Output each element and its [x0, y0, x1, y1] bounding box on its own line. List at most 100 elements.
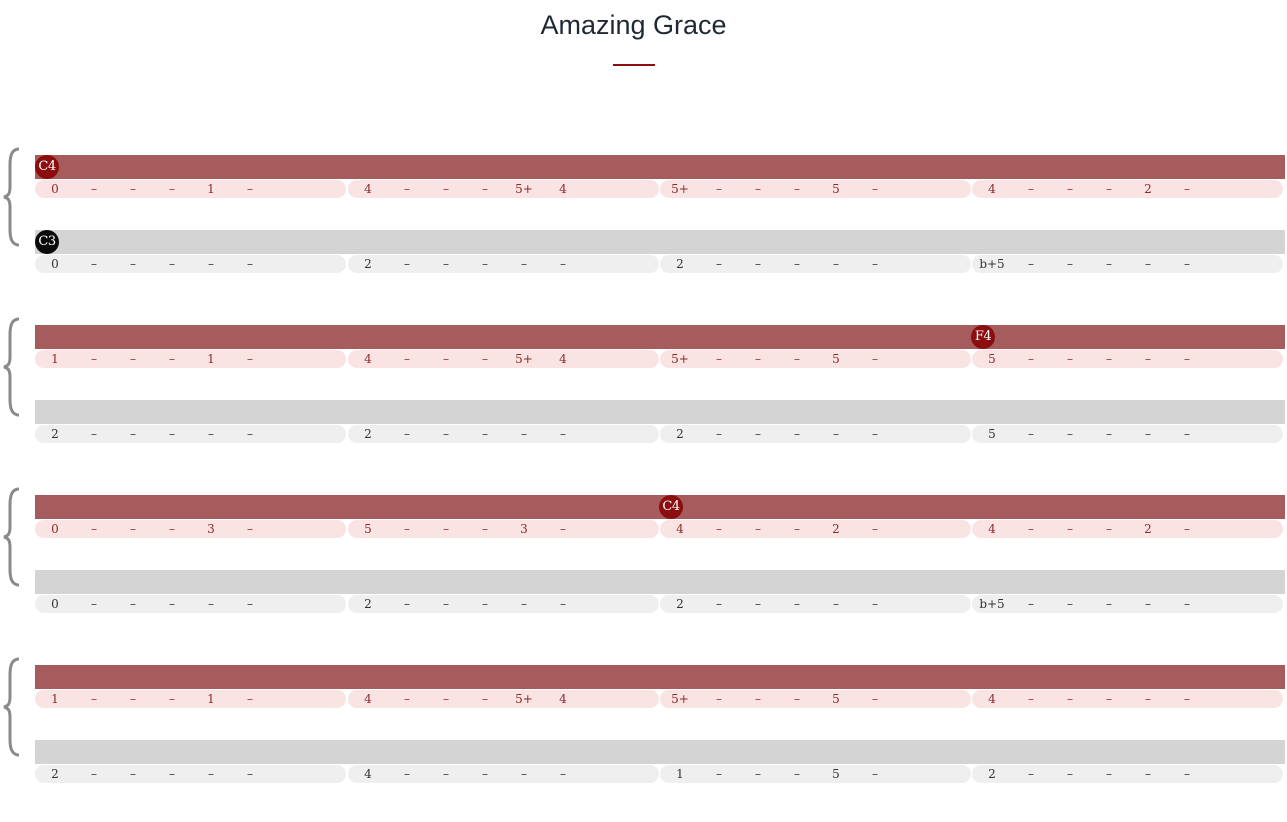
hold-dash: –: [404, 522, 410, 536]
hold-dash: –: [1106, 427, 1112, 441]
measure[interactable]: 0 – – – 1 –: [35, 180, 346, 198]
hold-dash: –: [560, 522, 566, 536]
measure[interactable]: 2 – – – – –: [348, 425, 659, 443]
hold-dash: –: [1028, 692, 1034, 706]
measure[interactable]: b+5 – – – – –: [972, 255, 1283, 273]
hold-dash: –: [1184, 522, 1190, 536]
hold-dash: –: [1028, 182, 1034, 196]
note-value: 1: [207, 182, 215, 196]
hold-dash: –: [1028, 597, 1034, 611]
hold-dash: –: [1184, 257, 1190, 271]
note-value: 1: [51, 692, 59, 706]
hold-dash: –: [91, 767, 97, 781]
note-value: 0: [51, 522, 59, 536]
measure[interactable]: 2 – – – – –: [35, 765, 346, 783]
note-value: 0: [51, 257, 59, 271]
hold-dash: –: [130, 257, 136, 271]
hold-dash: –: [443, 692, 449, 706]
hold-dash: –: [443, 257, 449, 271]
hold-dash: –: [404, 597, 410, 611]
measure[interactable]: b+5 – – – – –: [972, 595, 1283, 613]
measure[interactable]: 0 – – – – –: [35, 595, 346, 613]
measure[interactable]: 4 – – – 5+ 4: [348, 350, 659, 368]
hold-dash: –: [794, 427, 800, 441]
measure[interactable]: 5+ – – – 5 –: [660, 180, 971, 198]
upper-staff-bar: [35, 325, 1285, 349]
hold-dash: –: [247, 352, 253, 366]
measure[interactable]: 5+ – – – 5 –: [660, 690, 971, 708]
measure[interactable]: 2 – – – – –: [660, 255, 971, 273]
measure[interactable]: 5 – – – – –: [972, 350, 1283, 368]
hold-dash: –: [794, 597, 800, 611]
clef-marker[interactable]: F4: [971, 325, 995, 349]
hold-dash: –: [404, 257, 410, 271]
hold-dash: –: [169, 427, 175, 441]
clef-marker[interactable]: C4: [35, 155, 59, 179]
measure[interactable]: 4 – – – 2 –: [972, 180, 1283, 198]
hold-dash: –: [1028, 257, 1034, 271]
measure[interactable]: 1 – – – 5 –: [660, 765, 971, 783]
hold-dash: –: [560, 767, 566, 781]
measure[interactable]: 4 – – – – –: [972, 690, 1283, 708]
measure[interactable]: 4 – – – 5+ 4: [348, 690, 659, 708]
measure[interactable]: 1 – – – 1 –: [35, 350, 346, 368]
hold-dash: –: [716, 597, 722, 611]
note-value: 4: [559, 352, 567, 366]
hold-dash: –: [755, 182, 761, 196]
hold-dash: –: [91, 692, 97, 706]
measure[interactable]: 2 – – – – –: [972, 765, 1283, 783]
system-4: 1 – – – 1 – 4 – – – 5+ 4 5+ – – – 5 – 4 – – – – – 2 – – – – – 4 – – – – – 1 –…: [0, 657, 1287, 783]
measure[interactable]: 4 – – – 5+ 4: [348, 180, 659, 198]
measure[interactable]: 1 – – – 1 –: [35, 690, 346, 708]
hold-dash: –: [1106, 522, 1112, 536]
measure[interactable]: 2 – – – – –: [660, 595, 971, 613]
note-value: 5: [832, 182, 840, 196]
measure[interactable]: 2 – – – – –: [348, 255, 659, 273]
measure[interactable]: 4 – – – 2 –: [660, 520, 971, 538]
note-value: 1: [207, 692, 215, 706]
hold-dash: –: [716, 257, 722, 271]
hold-dash: –: [91, 257, 97, 271]
hold-dash: –: [1145, 767, 1151, 781]
measure[interactable]: 0 – – – – –: [35, 255, 346, 273]
hold-dash: –: [443, 427, 449, 441]
hold-dash: –: [1028, 767, 1034, 781]
hold-dash: –: [130, 522, 136, 536]
hold-dash: –: [482, 352, 488, 366]
hold-dash: –: [755, 257, 761, 271]
hold-dash: –: [208, 597, 214, 611]
hold-dash: –: [130, 352, 136, 366]
note-value: 0: [51, 182, 59, 196]
hold-dash: –: [1106, 257, 1112, 271]
note-value: 2: [676, 597, 684, 611]
note-value: 5: [988, 352, 996, 366]
hold-dash: –: [130, 597, 136, 611]
hold-dash: –: [872, 597, 878, 611]
title-divider: [613, 64, 655, 66]
measure[interactable]: 5 – – – – –: [972, 425, 1283, 443]
measure[interactable]: 0 – – – 3 –: [35, 520, 346, 538]
hold-dash: –: [1145, 257, 1151, 271]
hold-dash: –: [169, 767, 175, 781]
hold-dash: –: [521, 767, 527, 781]
note-value: 4: [676, 522, 684, 536]
clef-marker[interactable]: C4: [659, 495, 683, 519]
hold-dash: –: [404, 352, 410, 366]
measure[interactable]: 2 – – – – –: [660, 425, 971, 443]
hold-dash: –: [443, 352, 449, 366]
hold-dash: –: [560, 427, 566, 441]
measure[interactable]: 2 – – – – –: [348, 595, 659, 613]
note-value: 4: [988, 692, 996, 706]
measure[interactable]: 2 – – – – –: [35, 425, 346, 443]
note-value: b+5: [979, 597, 1005, 611]
measure[interactable]: 4 – – – 2 –: [972, 520, 1283, 538]
measure[interactable]: 4 – – – – –: [348, 765, 659, 783]
hold-dash: –: [1067, 257, 1073, 271]
hold-dash: –: [1145, 692, 1151, 706]
hold-dash: –: [443, 767, 449, 781]
measure[interactable]: 5+ – – – 5 –: [660, 350, 971, 368]
measure[interactable]: 5 – – – 3 –: [348, 520, 659, 538]
note-value: 2: [364, 427, 372, 441]
clef-marker[interactable]: C3: [35, 230, 59, 254]
hold-dash: –: [1028, 352, 1034, 366]
